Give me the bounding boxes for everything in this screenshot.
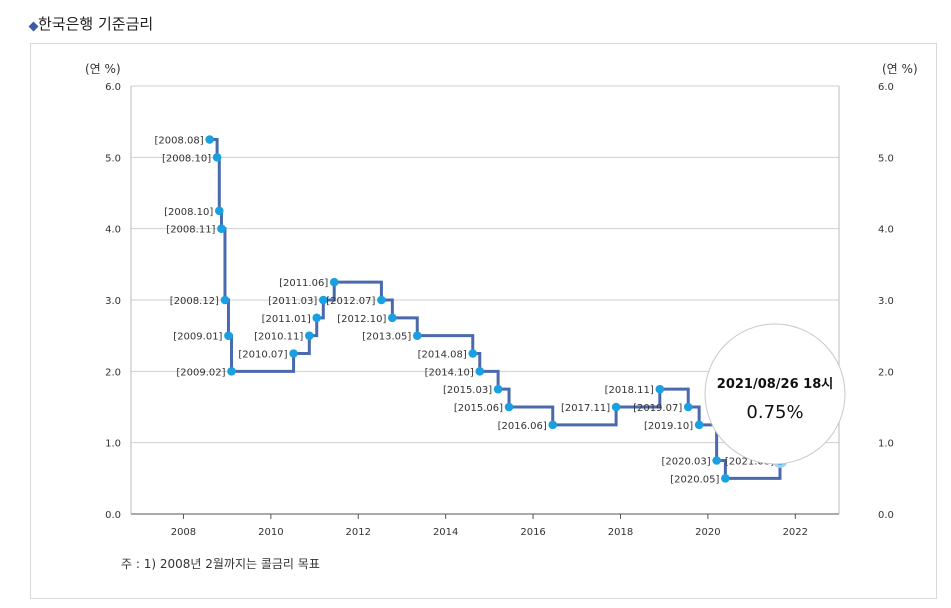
data-point[interactable] <box>224 331 233 340</box>
series-line <box>209 138 782 480</box>
point-date-label: [2011.06] <box>279 278 328 289</box>
y-tick-label-right: 0.0 <box>878 510 894 521</box>
point-date-label: [2009.02] <box>176 367 225 378</box>
tooltip-circle <box>704 323 846 465</box>
data-point[interactable] <box>377 295 386 305</box>
point-date-label: [2019.07] <box>633 403 682 414</box>
data-point[interactable] <box>683 402 693 412</box>
point-date-label: [2016.06] <box>498 421 547 432</box>
data-point[interactable] <box>721 474 730 483</box>
point-date-label: [2013.05] <box>362 332 411 343</box>
y-tick-label-left: 0.0 <box>105 510 121 521</box>
data-point[interactable] <box>214 206 224 216</box>
data-point[interactable] <box>217 224 226 233</box>
y-tick-label-right: 4.0 <box>878 225 894 236</box>
y-tick-label-right: 5.0 <box>878 153 894 164</box>
x-tick-label: 2008 <box>171 527 196 538</box>
point-date-label: [2008.10] <box>162 153 211 164</box>
point-date-label: [2014.08] <box>418 350 467 361</box>
y-tick-label-right: 3.0 <box>878 296 894 307</box>
data-point[interactable] <box>712 456 721 465</box>
point-date-label: [2008.10] <box>164 207 213 218</box>
y-tick-label-right: 6.0 <box>878 82 894 93</box>
data-point[interactable] <box>504 402 514 412</box>
point-date-label: [2011.03] <box>268 296 317 307</box>
data-point[interactable] <box>611 402 621 412</box>
point-date-label: [2008.12] <box>170 296 219 307</box>
chart-panel <box>30 43 937 599</box>
x-tick-label: 2014 <box>433 527 458 538</box>
tooltip-value: 0.75% <box>746 402 803 423</box>
data-point[interactable] <box>468 349 478 358</box>
point-date-label: [2019.10] <box>644 421 693 432</box>
point-date-label: [2015.03] <box>443 385 492 396</box>
data-point[interactable] <box>412 331 422 340</box>
y-tick-label-right: 1.0 <box>878 439 894 450</box>
y-tick-label-left: 6.0 <box>105 82 121 93</box>
point-date-label: [2012.10] <box>337 314 386 325</box>
data-point[interactable] <box>475 367 485 376</box>
point-date-label: [2008.11] <box>166 225 215 236</box>
data-point[interactable] <box>655 384 665 394</box>
point-date-label: [2014.10] <box>425 367 474 378</box>
data-point[interactable] <box>329 277 339 287</box>
point-date-label: [2017.11] <box>561 403 610 414</box>
x-tick-label: 2012 <box>346 527 371 538</box>
x-tick-label: 2018 <box>608 527 633 538</box>
data-point[interactable] <box>388 313 397 323</box>
point-date-label: [2010.11] <box>254 332 303 343</box>
point-date-label: [2011.01] <box>262 314 311 325</box>
x-tick-label: 2022 <box>783 527 808 538</box>
data-point[interactable] <box>305 331 314 340</box>
tooltip-date: 2021/08/26 18시 <box>717 377 833 392</box>
point-date-label: [2009.01] <box>173 332 222 343</box>
y-tick-label-left: 5.0 <box>105 153 121 164</box>
point-date-label: [2020.03] <box>661 457 710 468</box>
point-date-label: [2020.05] <box>670 474 719 485</box>
x-axis-ticks: 2008 2010 2012 2014 2016 2018 2020 2022 <box>171 514 808 538</box>
y-tick-label-right: 2.0 <box>878 367 894 378</box>
point-date-label: [2018.11] <box>605 385 654 396</box>
x-tick-label: 2016 <box>520 527 545 538</box>
data-point[interactable] <box>289 349 298 358</box>
data-points: [2008.08] [2008.10] [2008.10] [2008.11] [200… <box>155 135 788 485</box>
y-tick-label-left: 4.0 <box>105 225 121 236</box>
point-date-label: [2015.06] <box>454 403 503 414</box>
point-date-label: [2021.08] <box>725 457 774 468</box>
data-point[interactable] <box>205 135 214 144</box>
data-point[interactable] <box>220 295 230 305</box>
point-date-label: [2008.08] <box>155 136 204 147</box>
data-point[interactable] <box>318 295 328 305</box>
point-date-label: [2010.07] <box>238 350 287 361</box>
data-point[interactable] <box>312 313 322 323</box>
y-axis-unit-right: (연 %) <box>882 62 918 76</box>
data-point[interactable] <box>493 384 503 394</box>
data-point[interactable] <box>227 367 236 376</box>
chart-header: 한국은행 기준금리 <box>30 13 153 33</box>
x-tick-label: 2020 <box>695 527 720 538</box>
chart-title: 한국은행 기준금리 <box>38 14 154 33</box>
y-tick-label-left: 2.0 <box>105 367 121 378</box>
y-axis-unit-left: (연 %) <box>85 62 121 76</box>
y-tick-label-left: 1.0 <box>105 439 121 450</box>
data-point[interactable] <box>694 420 704 430</box>
x-tick-label: 2010 <box>258 527 283 538</box>
footnote: 주 : 1) 2008년 2월까지는 콜금리 목표 <box>121 557 320 571</box>
data-point[interactable] <box>212 153 222 162</box>
data-point[interactable] <box>548 420 558 430</box>
tooltip-bubble: 2021/08/26 18시 0.75% <box>704 323 846 465</box>
point-date-label: [2012.07] <box>326 296 375 307</box>
y-axis-ticks: 0.0 0.0 1.0 1.0 2.0 2.0 3.0 3.0 4.0 4.0 5.0 5.0 6.0 6… <box>105 82 894 521</box>
y-tick-label-left: 3.0 <box>105 296 121 307</box>
